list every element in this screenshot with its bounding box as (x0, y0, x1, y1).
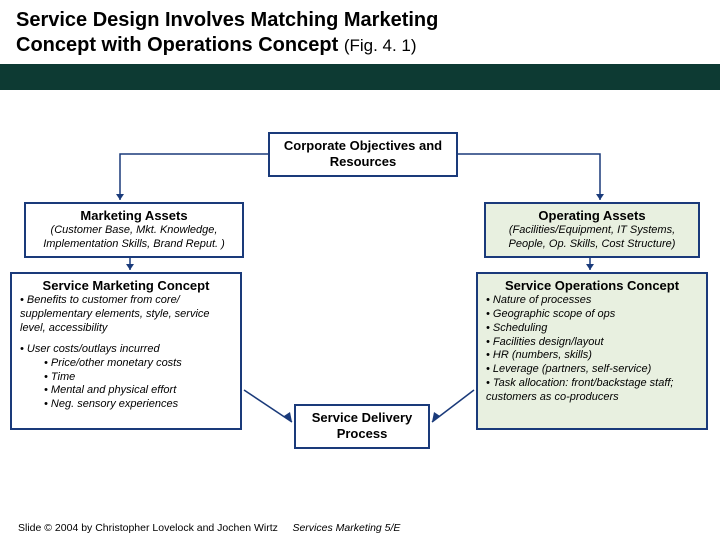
box-smc-bullets: • Benefits to customer from core/ supple… (18, 294, 234, 412)
box-corporate: Corporate Objectives and Resources (268, 132, 458, 177)
box-smc-header: Service Marketing Concept (18, 278, 234, 294)
title-line2: Concept with Operations Concept (16, 34, 338, 56)
box-operating_assets-subtitle: (Facilities/Equipment, IT Systems, Peopl… (492, 224, 692, 252)
box-sdp: Service Delivery Process (294, 404, 430, 449)
box-soc: Service Operations Concept• Nature of pr… (476, 272, 708, 430)
footer-copyright: Slide © 2004 by Christopher Lovelock and… (18, 522, 278, 534)
box-soc-header: Service Operations Concept (484, 278, 700, 294)
box-smc: Service Marketing Concept• Benefits to c… (10, 272, 242, 430)
footer-book: Services Marketing 5/E (292, 522, 400, 534)
title-line1: Service Design Involves Matching Marketi… (16, 9, 438, 31)
box-operating_assets: Operating Assets(Facilities/Equipment, I… (484, 202, 700, 258)
box-marketing_assets-header: Marketing Assets (32, 208, 236, 224)
box-marketing_assets: Marketing Assets(Customer Base, Mkt. Kno… (24, 202, 244, 258)
figure-reference: (Fig. 4. 1) (344, 36, 417, 55)
box-soc-bullets: • Nature of processes• Geographic scope … (484, 294, 700, 404)
box-sdp-header: Service Delivery Process (302, 410, 422, 443)
box-operating_assets-header: Operating Assets (492, 208, 692, 224)
title-bar: Service Design Involves Matching Marketi… (0, 0, 720, 90)
slide-footer: Slide © 2004 by Christopher Lovelock and… (18, 522, 400, 534)
slide-title: Service Design Involves Matching Marketi… (0, 0, 720, 64)
box-marketing_assets-subtitle: (Customer Base, Mkt. Knowledge, Implemen… (32, 224, 236, 252)
diagram-canvas: Corporate Objectives and Resources Market… (0, 90, 720, 510)
box-corporate-header: Corporate Objectives and Resources (276, 138, 450, 171)
